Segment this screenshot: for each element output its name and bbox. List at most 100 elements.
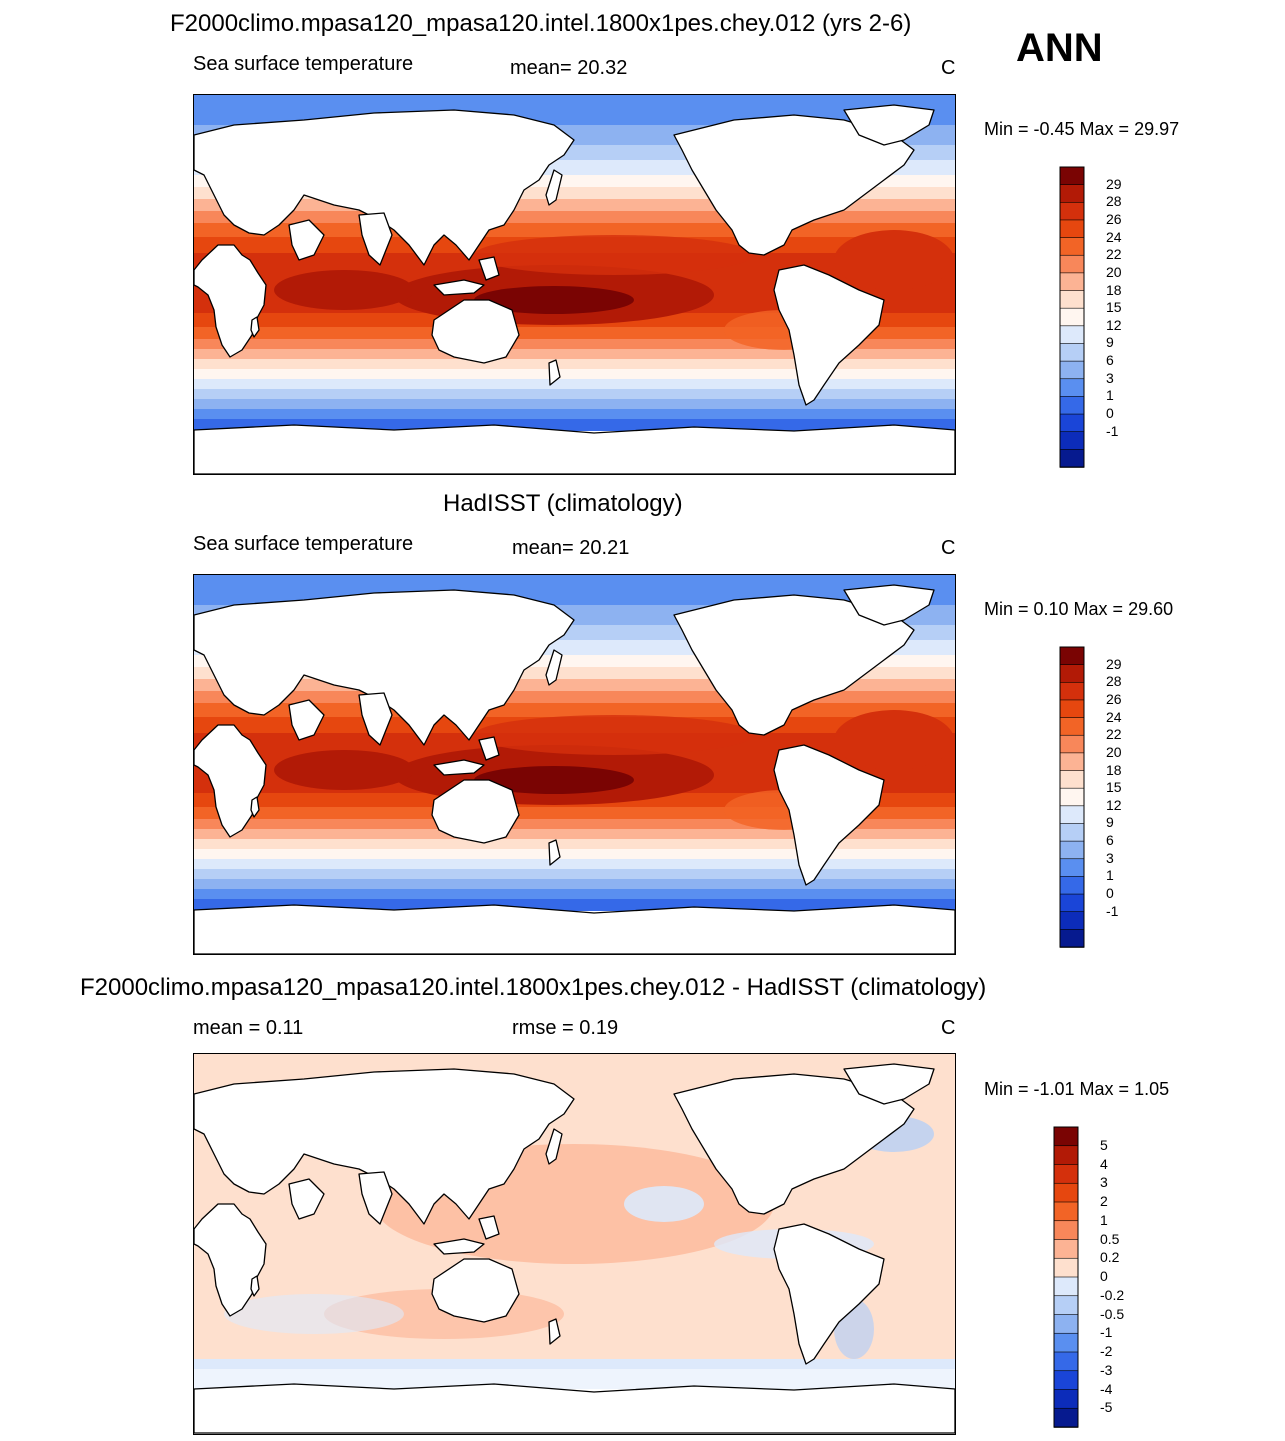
landmass-outline — [773, 1223, 885, 1365]
colorbar-label: 20 — [1106, 263, 1122, 280]
landmass-outline — [843, 104, 935, 146]
panel-3-colorbar — [1053, 1126, 1087, 1428]
landmass-outline — [478, 736, 500, 761]
colorbar-label: 1 — [1106, 867, 1114, 884]
colorbar-label: 15 — [1106, 299, 1122, 316]
colorbar-label: 22 — [1106, 246, 1122, 263]
landmass-outline — [433, 1238, 485, 1255]
colorbar-label: 1 — [1100, 1211, 1108, 1228]
colorbar-label: 20 — [1106, 743, 1122, 760]
colorbar-swatch — [1053, 1145, 1079, 1166]
colorbar-swatch — [1059, 219, 1085, 239]
landmass-outline — [843, 584, 935, 626]
panel-2-title: HadISST (climatology) — [443, 490, 683, 517]
landmass-outline — [250, 796, 260, 818]
panel-1-title: F2000climo.mpasa120_mpasa120.intel.1800x… — [170, 10, 912, 37]
landmass-outline — [548, 359, 561, 386]
colorbar-label: 22 — [1106, 726, 1122, 743]
colorbar-label: 18 — [1106, 281, 1122, 298]
colorbar-swatch — [1059, 307, 1085, 327]
colorbar-swatch — [1059, 378, 1085, 398]
panel-1-map — [193, 94, 956, 475]
colorbar-swatch — [1053, 1220, 1079, 1241]
panel-1-variable-label: Sea surface temperature — [193, 53, 414, 75]
colorbar-swatch — [1059, 717, 1085, 737]
colorbar-label: 18 — [1106, 761, 1122, 778]
landmass-outline — [250, 1275, 260, 1297]
landmass-outline — [194, 424, 955, 474]
colorbar-label: 15 — [1106, 779, 1122, 796]
colorbar-label: 5 — [1100, 1136, 1108, 1153]
colorbar-label: 24 — [1106, 228, 1122, 245]
panel-1-minmax: Min = -0.45 Max = 29.97 — [984, 119, 1180, 139]
colorbar-swatch — [1053, 1407, 1079, 1428]
colorbar-swatch — [1053, 1201, 1079, 1222]
colorbar-label: 28 — [1106, 193, 1122, 210]
colorbar-swatch — [1053, 1164, 1079, 1185]
colorbar-swatch — [1059, 166, 1085, 186]
colorbar-swatch — [1053, 1239, 1079, 1260]
colorbar-label: 6 — [1106, 832, 1114, 849]
colorbar-swatch — [1059, 664, 1085, 684]
colorbar-label: 12 — [1106, 796, 1122, 813]
landmass-outline — [433, 279, 485, 296]
colorbar-label: -1 — [1100, 1324, 1113, 1341]
colorbar-swatch — [1059, 787, 1085, 807]
panel-2-colorbar — [1059, 646, 1093, 948]
landmass-outline — [773, 264, 885, 406]
colorbar-label: 26 — [1106, 690, 1122, 707]
panel-3-minmax: Min = -1.01 Max = 1.05 — [984, 1079, 1170, 1099]
landmass-outline — [194, 589, 575, 746]
colorbar-label: 2 — [1100, 1193, 1108, 1209]
landmass-outline — [194, 904, 955, 954]
colorbar-label: -1 — [1106, 902, 1119, 919]
landmass-outline — [773, 744, 885, 886]
panel-3-units: C — [941, 1017, 956, 1039]
colorbar-swatch — [1059, 272, 1085, 292]
landmass-outline — [431, 299, 520, 364]
landmass-outline — [288, 699, 325, 741]
landmass-outline — [545, 169, 563, 206]
landmass-outline — [548, 839, 561, 866]
colorbar-label: 28 — [1106, 673, 1122, 690]
landmass-outline — [358, 692, 393, 746]
colorbar-label: -0.5 — [1100, 1305, 1125, 1322]
colorbar-swatch — [1053, 1126, 1079, 1147]
colorbar-label: 0.2 — [1100, 1249, 1120, 1266]
landmass-outline — [194, 109, 575, 266]
landmass-outline — [194, 1383, 955, 1434]
colorbar-swatch — [1059, 876, 1085, 895]
landmass-outline — [194, 1068, 575, 1225]
colorbar-label: -5 — [1100, 1399, 1113, 1416]
panel-3-map — [193, 1053, 956, 1435]
panel-3-title: F2000climo.mpasa120_mpasa120.intel.1800x… — [80, 974, 987, 1001]
landmass-outline — [545, 1128, 563, 1165]
colorbar-label: 4 — [1100, 1155, 1108, 1172]
panel-2-map — [193, 574, 956, 955]
colorbar-swatch — [1059, 254, 1085, 274]
colorbar-swatch — [1059, 184, 1085, 204]
colorbar-label: 0 — [1106, 405, 1114, 422]
colorbar-swatch — [1053, 1295, 1079, 1316]
panel-3-rmse-label: rmse = 0.19 — [512, 1017, 619, 1039]
panel-2-units: C — [941, 537, 956, 559]
colorbar-label: -0.2 — [1100, 1286, 1125, 1303]
colorbar-label: -3 — [1100, 1361, 1113, 1378]
colorbar-label: 0 — [1100, 1268, 1108, 1284]
colorbar-swatch — [1059, 840, 1085, 860]
panel-2-variable-label: Sea surface temperature — [193, 533, 414, 555]
landmass-outline — [288, 219, 325, 261]
colorbar-swatch — [1053, 1389, 1079, 1410]
colorbar-swatch — [1059, 911, 1085, 931]
panel-1-colorbar — [1059, 166, 1093, 468]
colorbar-swatch — [1059, 290, 1085, 309]
colorbar-swatch — [1053, 1314, 1079, 1335]
colorbar-swatch — [1059, 237, 1085, 257]
colorbar-label: 26 — [1106, 210, 1122, 227]
colorbar-swatch — [1053, 1276, 1079, 1297]
colorbar-swatch — [1059, 893, 1085, 913]
colorbar-swatch — [1059, 201, 1085, 221]
colorbar-swatch — [1059, 396, 1085, 415]
colorbar-label: -4 — [1100, 1380, 1113, 1397]
colorbar-swatch — [1059, 343, 1085, 362]
